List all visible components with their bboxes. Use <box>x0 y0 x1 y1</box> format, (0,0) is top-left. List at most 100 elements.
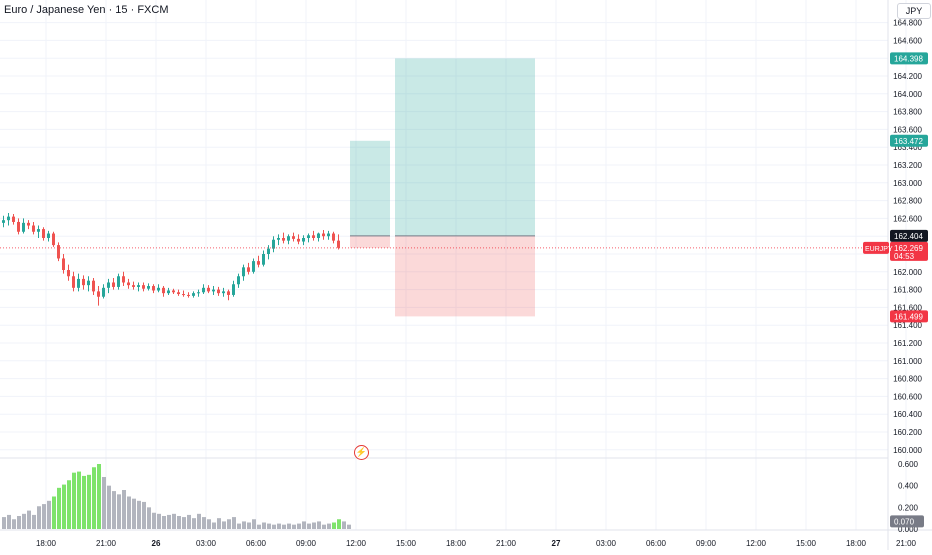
candle-body <box>107 282 110 288</box>
volume-bar <box>197 513 201 529</box>
volume-tick-label: 0.400 <box>898 482 919 491</box>
price-tick-label: 161.400 <box>893 321 922 330</box>
candle-body <box>157 287 160 291</box>
time-tick-label: 21:00 <box>96 539 117 548</box>
time-tick-label: 26 <box>152 539 161 548</box>
volume-bar <box>202 517 206 529</box>
lightning-icon[interactable]: ⚡ <box>354 445 369 460</box>
volume-bar <box>307 523 311 529</box>
candle <box>272 236 275 253</box>
price-tick-label: 161.200 <box>893 339 922 348</box>
volume-bar <box>177 516 181 529</box>
volume-bar <box>127 496 131 529</box>
tp-large-tag-text: 164.398 <box>894 54 923 63</box>
candle <box>147 283 150 291</box>
chart-title: Euro / Japanese Yen · 15 · FXCM <box>4 4 169 16</box>
candle <box>37 225 40 238</box>
candle-body <box>302 237 305 242</box>
candle <box>157 284 160 293</box>
candle <box>17 218 20 235</box>
time-tick-label: 12:00 <box>746 539 767 548</box>
price-tick-label: 161.800 <box>893 286 922 295</box>
volume-bar <box>322 524 326 529</box>
candle <box>7 213 10 226</box>
candle <box>47 230 50 242</box>
candle <box>42 227 45 241</box>
candle-body <box>72 276 75 288</box>
candle <box>62 254 65 274</box>
volume-bar <box>247 522 251 529</box>
volume-bar <box>32 514 36 529</box>
volume-bar <box>217 518 221 529</box>
candle-body <box>2 220 5 223</box>
price-tick-label: 160.800 <box>893 375 922 384</box>
candle <box>52 231 55 247</box>
volume-bar <box>57 487 61 529</box>
currency-button[interactable]: JPY <box>897 3 931 19</box>
volume-bar <box>2 517 6 529</box>
candle <box>222 287 225 297</box>
last-price-value: 162.269 <box>894 244 923 253</box>
countdown-value: 04:53 <box>894 252 915 261</box>
candle-body <box>162 287 165 294</box>
candle <box>107 278 110 294</box>
volume-bar <box>62 484 66 529</box>
candle <box>212 286 215 295</box>
candle-body <box>212 289 215 292</box>
volume-bar <box>112 491 116 529</box>
tp-small-tag: 163.472 <box>890 134 928 147</box>
candle <box>207 285 210 294</box>
price-tick-label: 160.600 <box>893 392 922 401</box>
candle-body <box>167 290 170 294</box>
candle <box>167 287 170 295</box>
time-tick-label: 18:00 <box>446 539 467 548</box>
position-large-loss-zone[interactable] <box>395 235 535 317</box>
price-tick-label: 164.200 <box>893 72 922 81</box>
volume-bar <box>227 519 231 529</box>
volume-bar <box>212 522 216 529</box>
candle-body <box>287 236 290 241</box>
stop-loss-tag-text: 161.499 <box>894 312 923 321</box>
candle <box>142 282 145 292</box>
candle <box>317 232 320 242</box>
candle-body <box>202 287 205 293</box>
candle <box>217 286 220 296</box>
price-tags: 164.398 163.472 162.404 161.499 162.26904:53… <box>863 52 928 528</box>
volume-bar <box>117 494 121 529</box>
position-small-loss-zone[interactable] <box>350 235 390 248</box>
price-tick-label: 164.800 <box>893 19 922 28</box>
candle-body <box>77 278 80 288</box>
candle-body <box>192 293 195 296</box>
price-tick-label: 163.400 <box>893 143 922 152</box>
price-tick-label: 164.600 <box>893 36 922 45</box>
volume-bar <box>347 524 351 529</box>
candle-body <box>297 238 300 242</box>
candle-body <box>152 286 155 291</box>
candle <box>137 282 140 292</box>
volume-bar <box>287 523 291 529</box>
position-small-profit-zone[interactable] <box>350 140 390 236</box>
volume-bar <box>257 524 261 529</box>
price-tick-label: 160.000 <box>893 446 922 455</box>
candle-body <box>327 233 330 237</box>
candle-body <box>312 235 315 238</box>
candle-body <box>7 216 10 221</box>
candle-body <box>127 282 130 286</box>
position-large-profit-zone[interactable] <box>395 58 535 236</box>
volume-bar <box>147 507 151 529</box>
candle-body <box>117 276 120 287</box>
time-tick-label: 15:00 <box>396 539 417 548</box>
volume-bar <box>317 521 321 529</box>
candle <box>247 262 250 275</box>
candle <box>87 276 90 292</box>
time-tick-label: 09:00 <box>296 539 317 548</box>
candle <box>302 235 305 246</box>
volume-bar <box>267 523 271 529</box>
price-tick-label: 163.600 <box>893 125 922 134</box>
candle-body <box>207 287 210 292</box>
candle <box>72 271 75 292</box>
volume-value-tag: 0.070 <box>890 515 924 528</box>
volume-bar <box>82 475 86 529</box>
